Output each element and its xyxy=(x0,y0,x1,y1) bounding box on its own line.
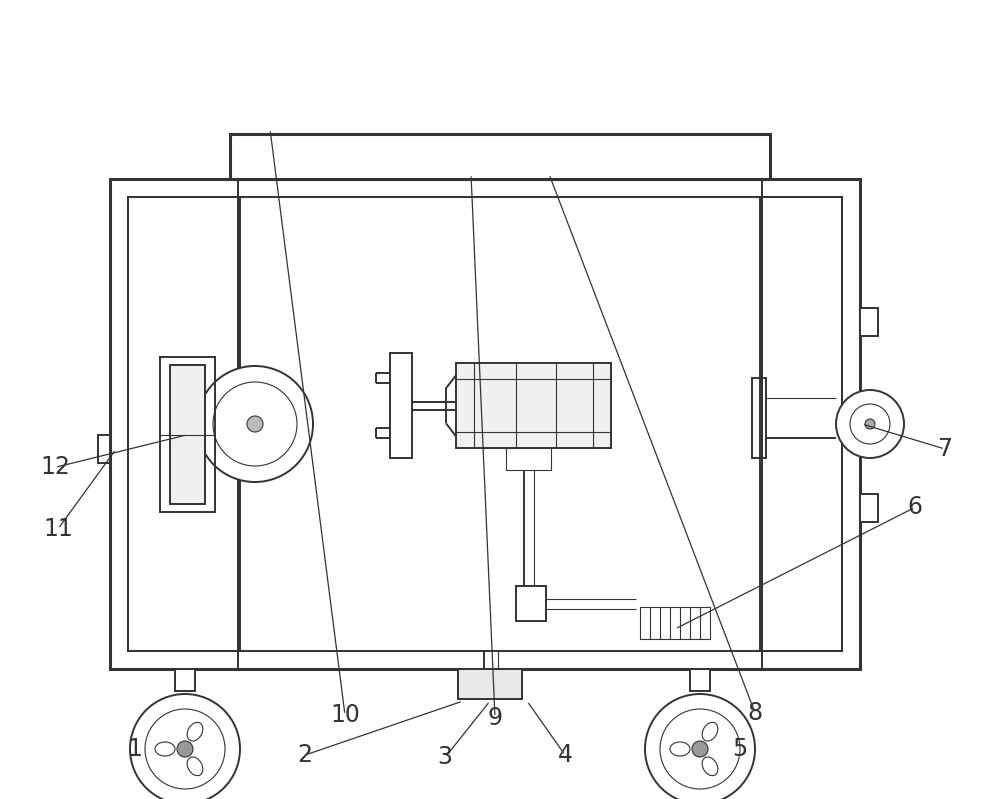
Bar xyxy=(516,586,546,621)
Ellipse shape xyxy=(702,757,718,776)
Bar xyxy=(128,197,842,651)
Bar xyxy=(160,357,215,512)
Bar xyxy=(458,669,522,699)
Text: 12: 12 xyxy=(40,455,70,479)
Bar xyxy=(860,494,878,522)
Bar xyxy=(98,435,110,463)
Bar xyxy=(390,353,412,459)
Text: 5: 5 xyxy=(732,737,748,761)
Text: 10: 10 xyxy=(330,703,360,727)
Circle shape xyxy=(145,709,225,789)
Circle shape xyxy=(660,709,740,789)
Bar xyxy=(506,448,551,471)
Circle shape xyxy=(645,694,755,799)
Text: 11: 11 xyxy=(43,517,73,541)
Circle shape xyxy=(865,419,875,429)
Ellipse shape xyxy=(187,757,203,776)
Text: 3: 3 xyxy=(438,745,452,769)
Bar xyxy=(456,364,611,448)
Bar xyxy=(230,134,770,179)
Ellipse shape xyxy=(670,742,690,756)
Text: 4: 4 xyxy=(558,743,572,767)
Bar xyxy=(762,197,842,651)
Text: 9: 9 xyxy=(488,706,503,729)
Text: 2: 2 xyxy=(298,743,312,767)
Circle shape xyxy=(197,366,313,482)
Ellipse shape xyxy=(187,722,203,741)
Circle shape xyxy=(692,741,708,757)
Bar xyxy=(860,308,878,336)
Bar xyxy=(175,669,195,691)
Bar xyxy=(170,365,205,504)
Bar xyxy=(690,669,710,691)
Bar xyxy=(752,378,766,459)
Circle shape xyxy=(247,416,263,432)
Text: 1: 1 xyxy=(128,737,142,761)
Circle shape xyxy=(836,390,904,458)
Ellipse shape xyxy=(155,742,175,756)
Bar xyxy=(128,197,238,651)
Bar xyxy=(240,197,760,651)
Circle shape xyxy=(213,382,297,466)
Circle shape xyxy=(130,694,240,799)
Bar xyxy=(640,607,710,639)
Text: 6: 6 xyxy=(908,495,922,519)
Bar xyxy=(860,396,878,424)
Ellipse shape xyxy=(702,722,718,741)
Circle shape xyxy=(177,741,193,757)
Bar xyxy=(110,179,860,669)
Circle shape xyxy=(850,404,890,444)
Text: 7: 7 xyxy=(938,437,952,461)
Text: 8: 8 xyxy=(747,701,763,725)
